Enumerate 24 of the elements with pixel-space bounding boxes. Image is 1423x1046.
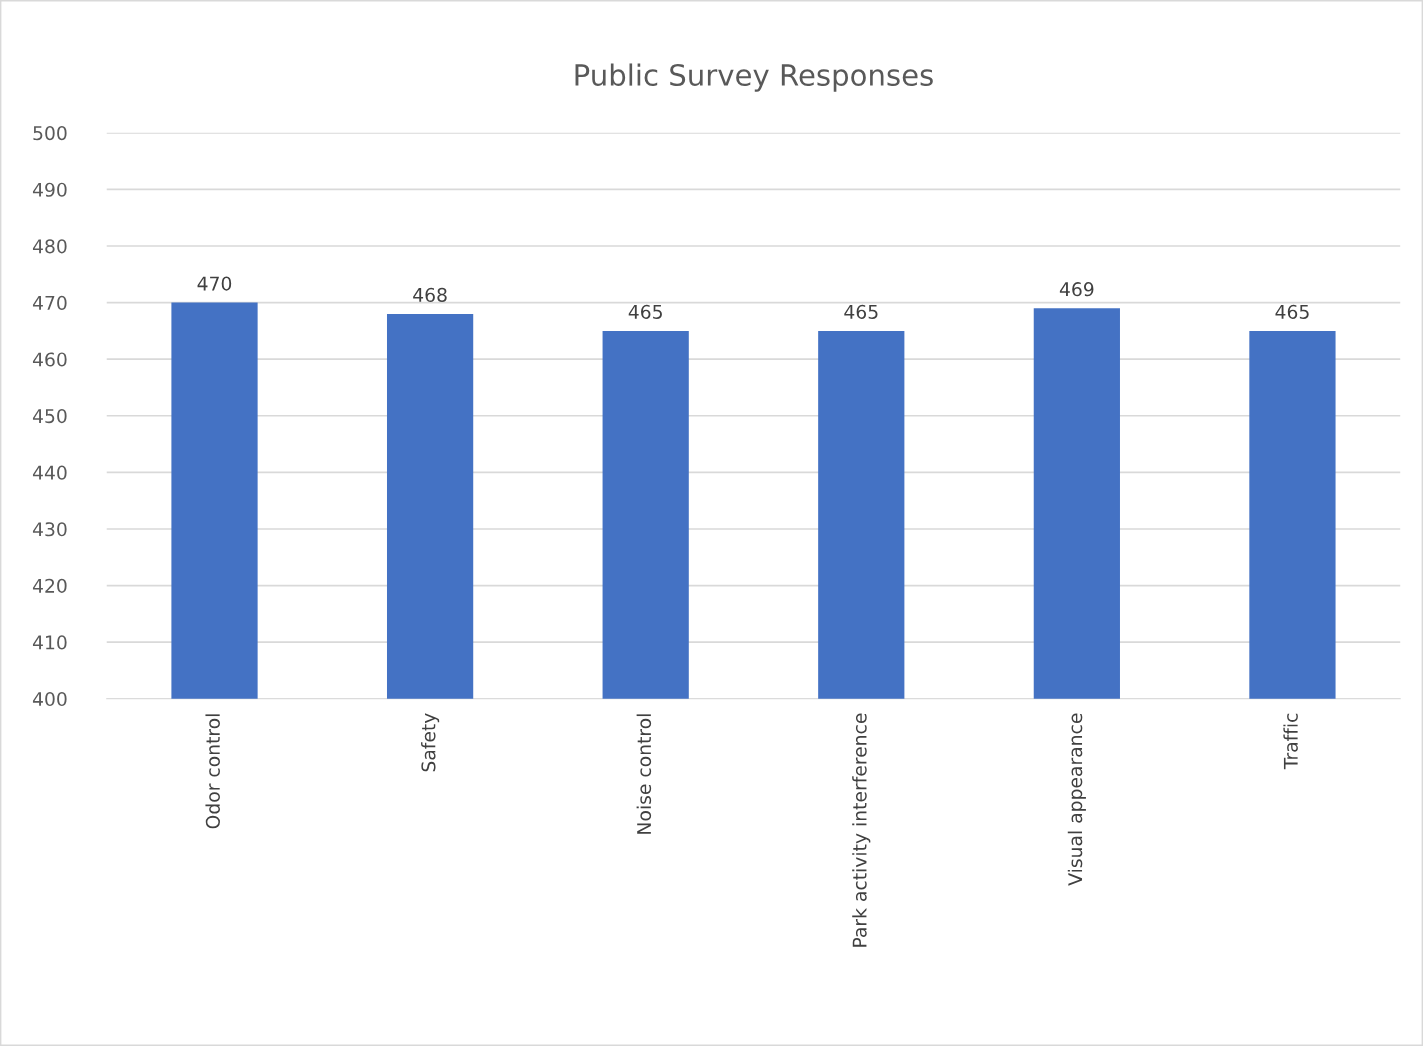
chart-title: Public Survey Responses (575, 63, 933, 92)
y-tick-label: 490 (32, 182, 67, 197)
y-tick-label: 480 (32, 239, 67, 254)
data-label: 465 (628, 304, 662, 319)
data-label: 470 (197, 276, 232, 291)
data-label: 465 (844, 304, 878, 319)
x-tick-label: Traffic (1283, 713, 1298, 770)
y-tick-label: 440 (32, 465, 67, 480)
y-tick-label: 400 (32, 691, 67, 707)
y-tick-label: 430 (32, 522, 67, 537)
x-tick-label: Park activity interference (852, 713, 871, 947)
y-tick-label: 500 (33, 126, 67, 141)
x-tick-label: Odor control (205, 714, 220, 829)
y-tick-label: 450 (32, 408, 67, 424)
y-tick-label: 460 (32, 352, 67, 367)
data-label: 465 (1275, 304, 1309, 319)
y-tick-label: 420 (32, 578, 67, 593)
data-label: 468 (413, 287, 447, 302)
y-tick-label: 470 (32, 295, 67, 310)
x-tick-label: Visual appearance (1067, 713, 1086, 886)
y-tick-label: 410 (32, 635, 67, 650)
x-tick-label: Noise control (636, 714, 652, 834)
x-tick-label: Safety (421, 713, 440, 772)
data-label: 469 (1059, 282, 1094, 297)
